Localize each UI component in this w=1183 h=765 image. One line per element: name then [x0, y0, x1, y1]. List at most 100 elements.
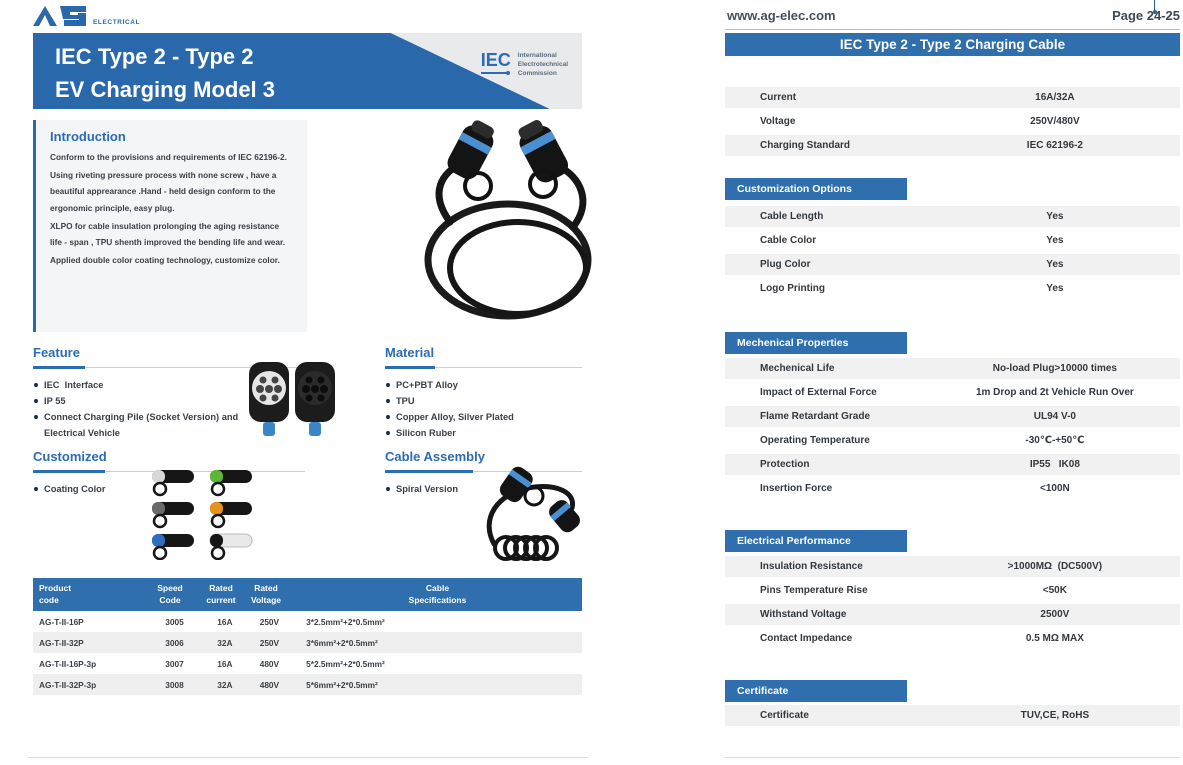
spec-row: Contact Impedance 0.5 MΩ MAX	[725, 628, 1180, 649]
brand-tagline: ELECTRICAL	[93, 19, 141, 26]
product-photo	[424, 120, 592, 320]
material-item: Copper Alloy, Silver Plated	[385, 409, 582, 425]
cell-rated-current: 16A	[217, 658, 233, 669]
spec-row: Charging Standard IEC 62196-2	[725, 135, 1180, 156]
spec-label: Flame Retardant Grade	[760, 411, 871, 422]
section-header-customization-options: Customization Options	[725, 178, 907, 200]
col-header-rated-voltage: Rated Voltage	[250, 583, 282, 605]
spec-label: Insulation Resistance	[760, 561, 863, 572]
cell-speed-code: 3006	[165, 637, 184, 648]
spec-value: UL94 V-0	[1033, 411, 1076, 422]
spec-label: Contact Impedance	[760, 633, 853, 644]
spec-label: Cable Color	[760, 235, 817, 246]
spec-row: Cable Color Yes	[725, 230, 1180, 251]
section-header-certificate: Certificate	[725, 680, 907, 702]
introduction-paragraph: Conform to the provisions and requiremen…	[50, 152, 287, 162]
cell-speed-code: 3005	[165, 616, 184, 627]
cell-rated-current: 32A	[217, 679, 233, 690]
spec-row: Certificate TUV,CE, RoHS	[725, 705, 1180, 726]
feature-item: Connect Charging Pile (Socket Version) a…	[33, 409, 258, 442]
col-header-rated-current: Rated current	[206, 583, 236, 605]
material-heading: Material	[385, 345, 435, 360]
spec-label: Impact of External Force	[760, 387, 877, 398]
iec-badge: IEC International Electrotechnical Commiss…	[480, 51, 568, 78]
iec-org-line: International	[517, 52, 557, 59]
cell-cable-specifications: 5*2.5mm²+2*0.5mm²	[306, 658, 385, 669]
table-row: AG-T-II-32P 3006 32A 250V 3*6mm²+2*0.5mm…	[33, 632, 582, 653]
page-title: IEC Type 2 - Type 2 EV Charging Model 3	[55, 40, 275, 106]
spec-label: Insertion Force	[760, 483, 833, 494]
feature-list: IEC Interface IP 55 Connect Charging Pile …	[33, 377, 258, 442]
product-table-body: AG-T-II-16P 3005 16A 250V 3*2.5mm²+2*0.5…	[33, 611, 582, 695]
spec-label: Cable Length	[760, 211, 824, 222]
spec-label: Charging Standard	[760, 140, 851, 151]
spec-row: Protection IP55 IK08	[725, 454, 1180, 475]
iec-underline	[480, 71, 510, 75]
cell-product-code: AG-T-II-16P-3p	[39, 658, 97, 669]
spec-row: Operating Temperature -30℃-+50℃	[725, 430, 1180, 451]
material-rule	[385, 364, 582, 369]
cable-assembly-heading: Cable Assembly	[385, 449, 485, 464]
left-connector	[447, 120, 494, 180]
spec-row: Insertion Force <100N	[725, 478, 1180, 499]
certificate-table: Certificate TUV,CE, RoHS	[725, 705, 1180, 729]
website-link[interactable]: www.ag-elec.com	[727, 8, 836, 23]
cell-cable-specifications: 5*6mm²+2*0.5mm²	[306, 679, 378, 690]
cell-cable-specifications: 3*6mm²+2*0.5mm²	[306, 637, 378, 648]
ag-logo-icon	[33, 6, 86, 26]
connector-faces-photo	[249, 362, 335, 436]
spec-label: Logo Printing	[760, 283, 825, 294]
spec-label: Protection	[760, 459, 810, 470]
electrical-performance-table: Insulation Resistance >1000MΩ (DC500V) P…	[725, 556, 1180, 652]
introduction-paragraph: XLPO for cable insulation prolonging the…	[50, 220, 286, 247]
cell-product-code: AG-T-II-16P	[39, 616, 84, 627]
col-header-product-code: Product code	[39, 583, 72, 605]
spec-label: Mechenical Life	[760, 363, 835, 374]
cell-rated-voltage: 250V	[259, 616, 280, 627]
page-annotation-line	[1152, 0, 1157, 14]
cable-assembly-list: Spiral Version	[385, 481, 582, 497]
general-specs-table: Current 16A/32A Voltage 250V/480V Chargi…	[725, 87, 1180, 159]
feature-rule	[33, 364, 305, 369]
table-row: AG-T-II-32P-3p 3008 32A 480V 5*6mm²+2*0.…	[33, 674, 582, 695]
cell-cable-specifications: 3*2.5mm²+2*0.5mm²	[306, 616, 385, 627]
spec-label: Voltage	[760, 116, 796, 127]
spec-value: Yes	[1046, 211, 1064, 222]
iec-org-name: International Electrotechnical Commission	[518, 51, 568, 78]
right-page-footer-rule	[725, 757, 1180, 758]
spec-value: Yes	[1046, 259, 1064, 270]
brand-logo: ELECTRICAL	[30, 3, 140, 29]
spiral-cable-photo	[486, 466, 580, 561]
spec-value: 2500V	[1040, 609, 1070, 620]
spec-row: Insulation Resistance >1000MΩ (DC500V)	[725, 556, 1180, 577]
introduction-text: Conform to the provisions and requiremen…	[50, 149, 293, 268]
feature-section: Feature IEC Interface IP 55 Connect Chargi…	[33, 345, 305, 442]
spec-row: Impact of External Force 1m Drop and 2t …	[725, 382, 1180, 403]
section-header-mechenical-properties: Mechenical Properties	[725, 332, 907, 354]
feature-item: IEC Interface	[33, 377, 258, 393]
spec-value: TUV,CE, RoHS	[1020, 710, 1090, 721]
spec-value: Yes	[1046, 235, 1064, 246]
right-page-title: IEC Type 2 - Type 2 Charging Cable	[725, 33, 1180, 56]
spec-row: Withstand Voltage 2500V	[725, 604, 1180, 625]
col-header-speed-code: Speed Code	[157, 583, 183, 605]
section-header-electrical-performance: Electrical Performance	[725, 530, 907, 552]
customized-list: Coating Color	[33, 481, 305, 497]
left-page-footer-rule	[28, 757, 588, 758]
spec-row: Flame Retardant Grade UL94 V-0	[725, 406, 1180, 427]
cable-assembly-section: Cable Assembly Spiral Version	[385, 449, 582, 497]
cell-product-code: AG-T-II-32P	[39, 637, 84, 648]
spec-value: Yes	[1046, 283, 1064, 294]
coating-colors-photo	[152, 470, 253, 560]
spec-value: >1000MΩ (DC500V)	[1007, 561, 1103, 572]
spec-value: <50K	[1042, 585, 1067, 596]
spec-label: Operating Temperature	[760, 435, 870, 446]
material-item: Silicon Ruber	[385, 425, 582, 441]
spec-row: Logo Printing Yes	[725, 278, 1180, 299]
spec-label: Pins Temperature Rise	[760, 585, 868, 596]
introduction-box: Introduction Conform to the provisions a…	[33, 120, 307, 332]
iec-org-line: Electrotechnical	[517, 61, 568, 69]
spec-label: Certificate	[760, 710, 809, 721]
cable-assembly-rule	[385, 468, 582, 473]
